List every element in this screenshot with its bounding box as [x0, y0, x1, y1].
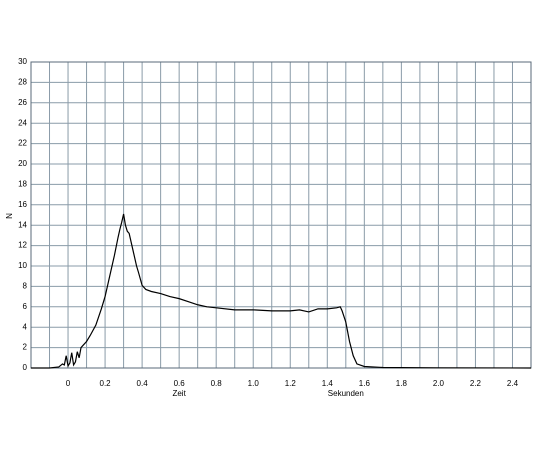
y-axis-label: N — [5, 213, 14, 219]
x-tick-label: 0.4 — [137, 379, 149, 388]
data-line — [31, 213, 532, 369]
y-tick-label: 16 — [18, 200, 27, 209]
x-tick-label: 1.8 — [396, 379, 408, 388]
y-tick-label: 22 — [18, 139, 27, 148]
y-tick-label: 28 — [18, 78, 27, 87]
x-tick-label: 1.0 — [248, 379, 260, 388]
y-tick-label: 18 — [18, 180, 27, 189]
y-tick-label: 2 — [23, 343, 28, 352]
x-tick-label: 2.2 — [470, 379, 482, 388]
y-tick-label: 20 — [18, 159, 27, 168]
x-tick-label: 0 — [66, 379, 71, 388]
y-tick-label: 4 — [23, 322, 28, 331]
y-tick-label: 10 — [18, 261, 27, 270]
y-tick-label: 12 — [18, 241, 27, 250]
y-tick-label: 30 — [18, 57, 27, 66]
y-tick-label: 6 — [23, 302, 28, 311]
x-tick-label: 1.2 — [285, 379, 297, 388]
x-tick-label: 0.6 — [174, 379, 186, 388]
x-unit-label: Sekunden — [328, 389, 364, 398]
y-tick-label: 8 — [23, 282, 28, 291]
plot-border — [30, 61, 532, 369]
x-tick-label: 1.4 — [322, 379, 334, 388]
y-tick-label: 26 — [18, 98, 27, 107]
y-tick-label: 14 — [18, 220, 27, 229]
x-tick-label: 1.6 — [359, 379, 371, 388]
x-axis-label: Zeit — [172, 389, 186, 398]
x-tick-label: 2.0 — [433, 379, 445, 388]
x-tick-label: 2.4 — [507, 379, 519, 388]
y-tick-label: 0 — [23, 363, 28, 372]
y-tick-label: 24 — [18, 118, 27, 127]
x-tick-label: 0.8 — [211, 379, 223, 388]
x-tick-label: 0.2 — [100, 379, 112, 388]
